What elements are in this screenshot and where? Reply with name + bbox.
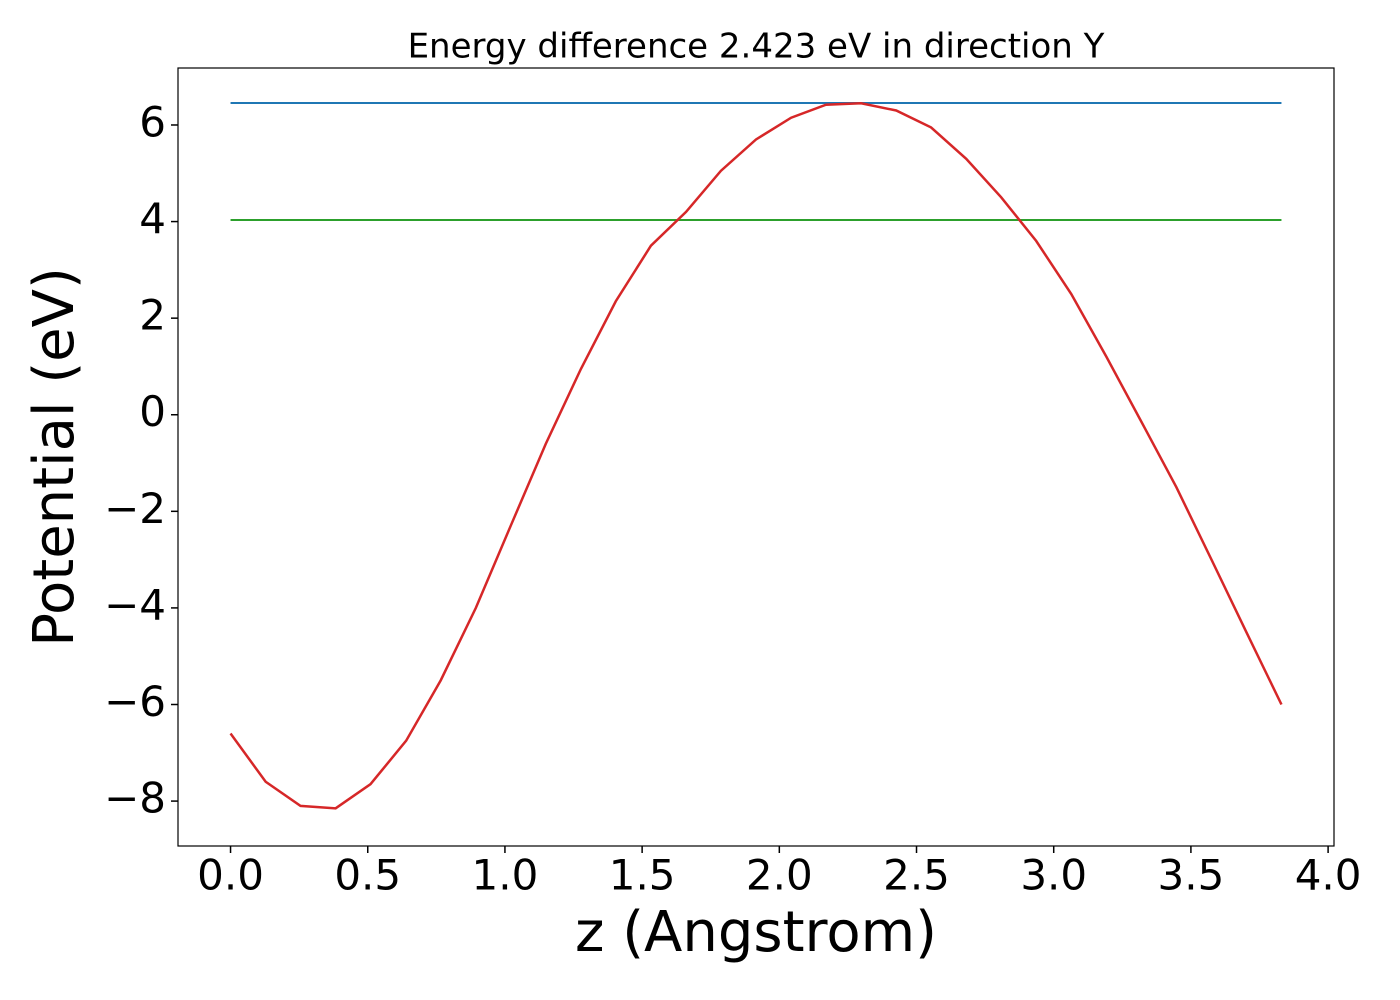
x-tick-label: 3.0 — [1020, 851, 1087, 900]
data-line — [229, 101, 1283, 810]
y-tick-label: 6 — [139, 97, 166, 146]
y-axis-label: Potential (eV) — [22, 267, 87, 647]
y-tick-label: 0 — [139, 387, 166, 436]
plot-frame — [177, 67, 1335, 847]
x-tick-label: 2.0 — [746, 851, 813, 900]
y-tick-label: −2 — [104, 484, 166, 533]
y-tick-label: 2 — [139, 291, 166, 340]
x-tick-label: 1.0 — [472, 851, 539, 900]
x-tick-label: 0.5 — [334, 851, 401, 900]
x-tick-label: 2.5 — [883, 851, 950, 900]
y-tick-label: −6 — [104, 677, 166, 726]
x-tick-label: 1.5 — [609, 851, 676, 900]
chart-title: Energy difference 2.423 eV in direction … — [408, 27, 1105, 67]
y-tick-label: −8 — [104, 774, 166, 823]
x-tick-label: 3.5 — [1158, 851, 1225, 900]
x-tick-label: 0.0 — [197, 851, 264, 900]
y-tick-label: −4 — [104, 580, 166, 629]
x-tick-label: 4.0 — [1295, 851, 1362, 900]
y-tick-label: 4 — [139, 194, 166, 243]
x-axis-label: z (Angstrom) — [575, 900, 937, 965]
